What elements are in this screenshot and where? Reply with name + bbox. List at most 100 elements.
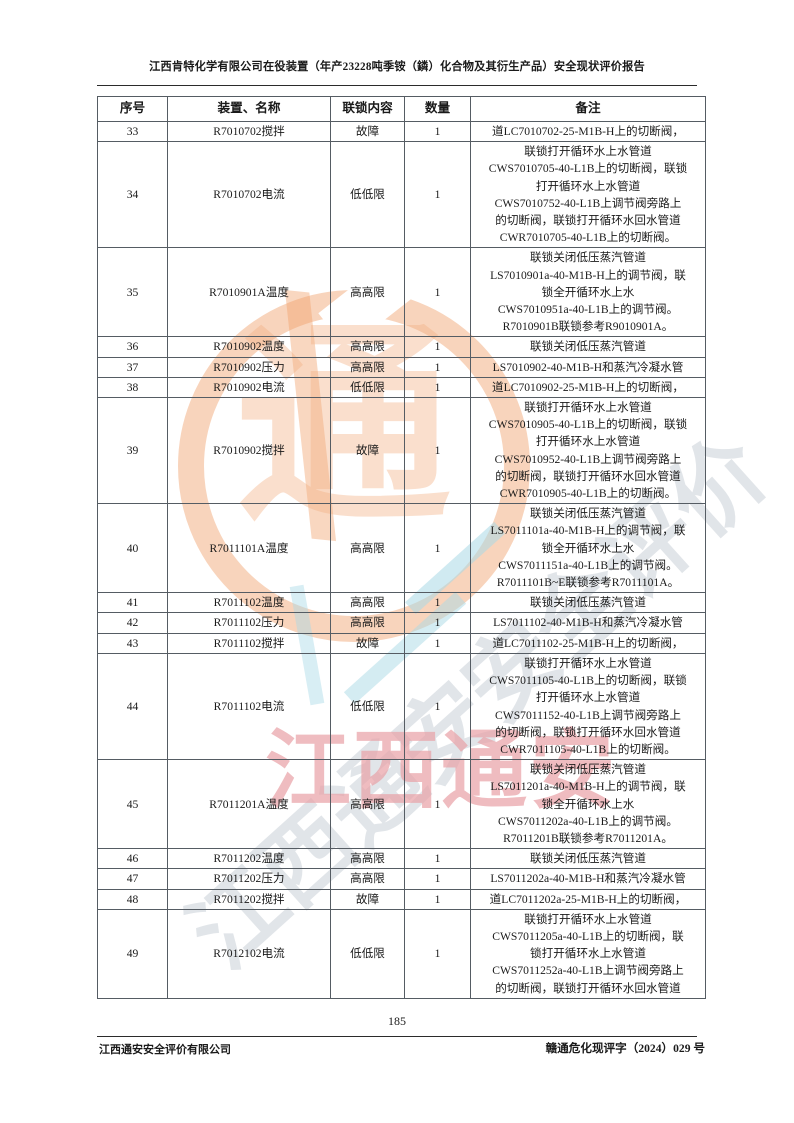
cell-note: 联锁关闭低压蒸汽管道 LS7011201a-40-M1B-H上的调节阀，联 锁全开循…	[470, 759, 706, 850]
cell-qty: 1	[404, 848, 471, 870]
note-line: LS7010902-40-M1B-H和蒸汽冷凝水管	[492, 360, 684, 374]
cell-qty: 1	[404, 632, 471, 654]
note-line: 联锁关闭低压蒸汽管道	[530, 507, 646, 521]
table-row: 45 R7011201A温度 高高限 1 联锁关闭低压蒸汽管道 LS7011201a-40…	[97, 759, 706, 850]
cell-name: R7010902搅拌	[167, 397, 331, 505]
table-row: 39 R7010902搅拌 故障 1 联锁打开循环水上水管道 CWS7010905-40-…	[97, 397, 706, 505]
note-line: LS7011202a-40-M1B-H和蒸汽冷凝水管	[490, 872, 686, 886]
cell-name: R7011102压力	[167, 612, 331, 634]
cell-lock: 高高限	[330, 592, 405, 614]
note-line: 锁全开循环水上水	[541, 797, 635, 811]
note-line: 联锁关闭低压蒸汽管道	[530, 763, 646, 777]
column-header-lock: 联锁内容	[330, 96, 405, 122]
cell-name: R7010702搅拌	[167, 120, 331, 143]
cell-name: R7012102电流	[167, 908, 331, 999]
table-row: 37 R7010902压力 高高限 1 LS7010902-40-M1B-H和蒸汽冷凝水…	[97, 356, 706, 378]
note-line: CWS7010752-40-L1B上调节阀旁路上	[494, 196, 682, 210]
table-row: 44 R7011102电流 低低限 1 联锁打开循环水上水管道 CWS7011105-40…	[97, 652, 706, 761]
interlock-table: 序号 装置、名称 联锁内容 数量 备注 33 R7010702搅拌 故障 1 道LC70…	[97, 96, 706, 999]
table-row: 42 R7011102压力 高高限 1 LS7011102-40-M1B-H和蒸汽冷凝水…	[97, 612, 706, 634]
cell-name: R7011101A温度	[167, 503, 331, 594]
note-line: 联锁打开循环水上水管道	[524, 145, 652, 159]
cell-note: LS7011202a-40-M1B-H和蒸汽冷凝水管	[470, 868, 706, 890]
cell-qty: 1	[404, 336, 471, 358]
note-line: 打开循环水上水管道	[535, 179, 641, 193]
cell-qty: 1	[404, 376, 471, 399]
cell-no: 38	[97, 376, 168, 399]
table-body: 33 R7010702搅拌 故障 1 道LC7010702-25-M1B-H上的切断阀，…	[97, 120, 706, 999]
cell-qty: 1	[404, 503, 471, 594]
cell-lock: 低低限	[330, 141, 405, 249]
cell-no: 40	[97, 503, 168, 594]
cell-qty: 1	[404, 868, 471, 890]
cell-note: 联锁关闭低压蒸汽管道 LS7011101a-40-M1B-H上的调节阀，联 锁全开循…	[470, 503, 706, 594]
cell-name: R7010702电流	[167, 141, 331, 249]
note-line: 道LC7010902-25-M1B-H上的切断阀，	[492, 380, 684, 394]
cell-no: 35	[97, 247, 168, 338]
note-line: CWS7011205a-40-L1B上的切断阀，联	[492, 929, 684, 943]
column-header-no: 序号	[97, 96, 168, 122]
column-header-note: 备注	[470, 96, 706, 122]
note-line: LS7011102-40-M1B-H和蒸汽冷凝水管	[493, 616, 683, 630]
note-line: CWS7011202a-40-L1B上的调节阀。	[498, 814, 678, 828]
note-line: CWR7011105-40-L1B上的切断阀。	[500, 742, 676, 756]
note-line: 打开循环水上水管道	[535, 435, 641, 449]
note-line: CWS7010951a-40-L1B上的调节阀。	[497, 303, 679, 317]
note-line: 联锁打开循环水上水管道	[524, 656, 652, 670]
note-line: 联锁关闭低压蒸汽管道	[530, 251, 646, 265]
cell-name: R7010902电流	[167, 376, 331, 399]
cell-lock: 故障	[330, 888, 405, 910]
cell-no: 42	[97, 612, 168, 634]
cell-lock: 高高限	[330, 868, 405, 890]
note-line: CWS7011152-40-L1B上调节阀旁路上	[495, 708, 681, 722]
note-line: CWR7010705-40-L1B上的切断阀。	[499, 231, 677, 245]
table-row: 36 R7010902温度 高高限 1 联锁关闭低压蒸汽管道	[97, 336, 706, 358]
note-line: 联锁关闭低压蒸汽管道	[530, 852, 646, 866]
cell-lock: 故障	[330, 397, 405, 505]
cell-name: R7011102搅拌	[167, 632, 331, 654]
cell-qty: 1	[404, 592, 471, 614]
table-row: 47 R7011202压力 高高限 1 LS7011202a-40-M1B-H和蒸汽冷凝…	[97, 868, 706, 890]
note-line: 打开循环水上水管道	[535, 691, 641, 705]
cell-no: 37	[97, 356, 168, 378]
note-line: LS7010901a-40-M1B-H上的调节阀，联	[490, 268, 686, 282]
header-divider	[97, 85, 697, 86]
column-header-qty: 数量	[404, 96, 471, 122]
cell-name: R7011102电流	[167, 652, 331, 761]
table-row: 48 R7011202搅拌 故障 1 道LC7011202a-25-M1B-H上的切断阀…	[97, 888, 706, 910]
note-line: R7011101B~E联锁参考R7011101A。	[496, 576, 680, 590]
cell-name: R7010902压力	[167, 356, 331, 378]
note-line: 的切断阀，联锁打开循环水回水管道	[495, 725, 681, 739]
cell-note: 联锁关闭低压蒸汽管道	[470, 336, 706, 358]
cell-qty: 1	[404, 120, 471, 143]
cell-name: R7011202温度	[167, 848, 331, 870]
footer-divider	[97, 1036, 697, 1037]
note-line: 道LC7011202a-25-M1B-H上的切断阀，	[489, 892, 687, 906]
cell-qty: 1	[404, 141, 471, 249]
table-row: 49 R7012102电流 低低限 1 联锁打开循环水上水管道 CWS7011205a-4…	[97, 908, 706, 999]
table-row: 43 R7011102搅拌 故障 1 道LC7011102-25-M1B-H上的切断阀，	[97, 632, 706, 654]
cell-lock: 高高限	[330, 356, 405, 378]
page-header-title: 江西肯特化学有限公司在役装置（年产23228吨季铵（鏻）化合物及其衍生产品）安全…	[149, 61, 645, 73]
note-line: 的切断阀，联锁打开循环水回水管道	[495, 981, 681, 995]
cell-lock: 高高限	[330, 848, 405, 870]
note-line: 联锁关闭低压蒸汽管道	[530, 596, 646, 610]
cell-note: 联锁打开循环水上水管道 CWS7010905-40-L1B上的切断阀，联锁 打开循环…	[470, 397, 706, 505]
cell-name: R7011102温度	[167, 592, 331, 614]
table-row: 38 R7010902电流 低低限 1 道LC7010902-25-M1B-H上的切断阀…	[97, 376, 706, 399]
page-number: 185	[388, 1014, 406, 1028]
cell-lock: 低低限	[330, 652, 405, 761]
cell-name: R7010901A温度	[167, 247, 331, 338]
note-line: CWS7010952-40-L1B上调节阀旁路上	[494, 452, 682, 466]
note-line: CWS7010705-40-L1B上的切断阀，联锁	[488, 162, 688, 176]
cell-lock: 高高限	[330, 336, 405, 358]
note-line: LS7011101a-40-M1B-H上的调节阀，联	[490, 524, 686, 538]
cell-qty: 1	[404, 759, 471, 850]
cell-name: R7010902温度	[167, 336, 331, 358]
footer-doc-number: 赣通危化现评字（2024）029 号	[545, 1042, 705, 1055]
cell-note: LS7010902-40-M1B-H和蒸汽冷凝水管	[470, 356, 706, 378]
table-header-row: 序号 装置、名称 联锁内容 数量 备注	[97, 96, 706, 122]
table-row: 46 R7011202温度 高高限 1 联锁关闭低压蒸汽管道	[97, 848, 706, 870]
cell-name: R7011202压力	[167, 868, 331, 890]
note-line: CWS7011252a-40-L1B上调节阀旁路上	[492, 964, 684, 978]
